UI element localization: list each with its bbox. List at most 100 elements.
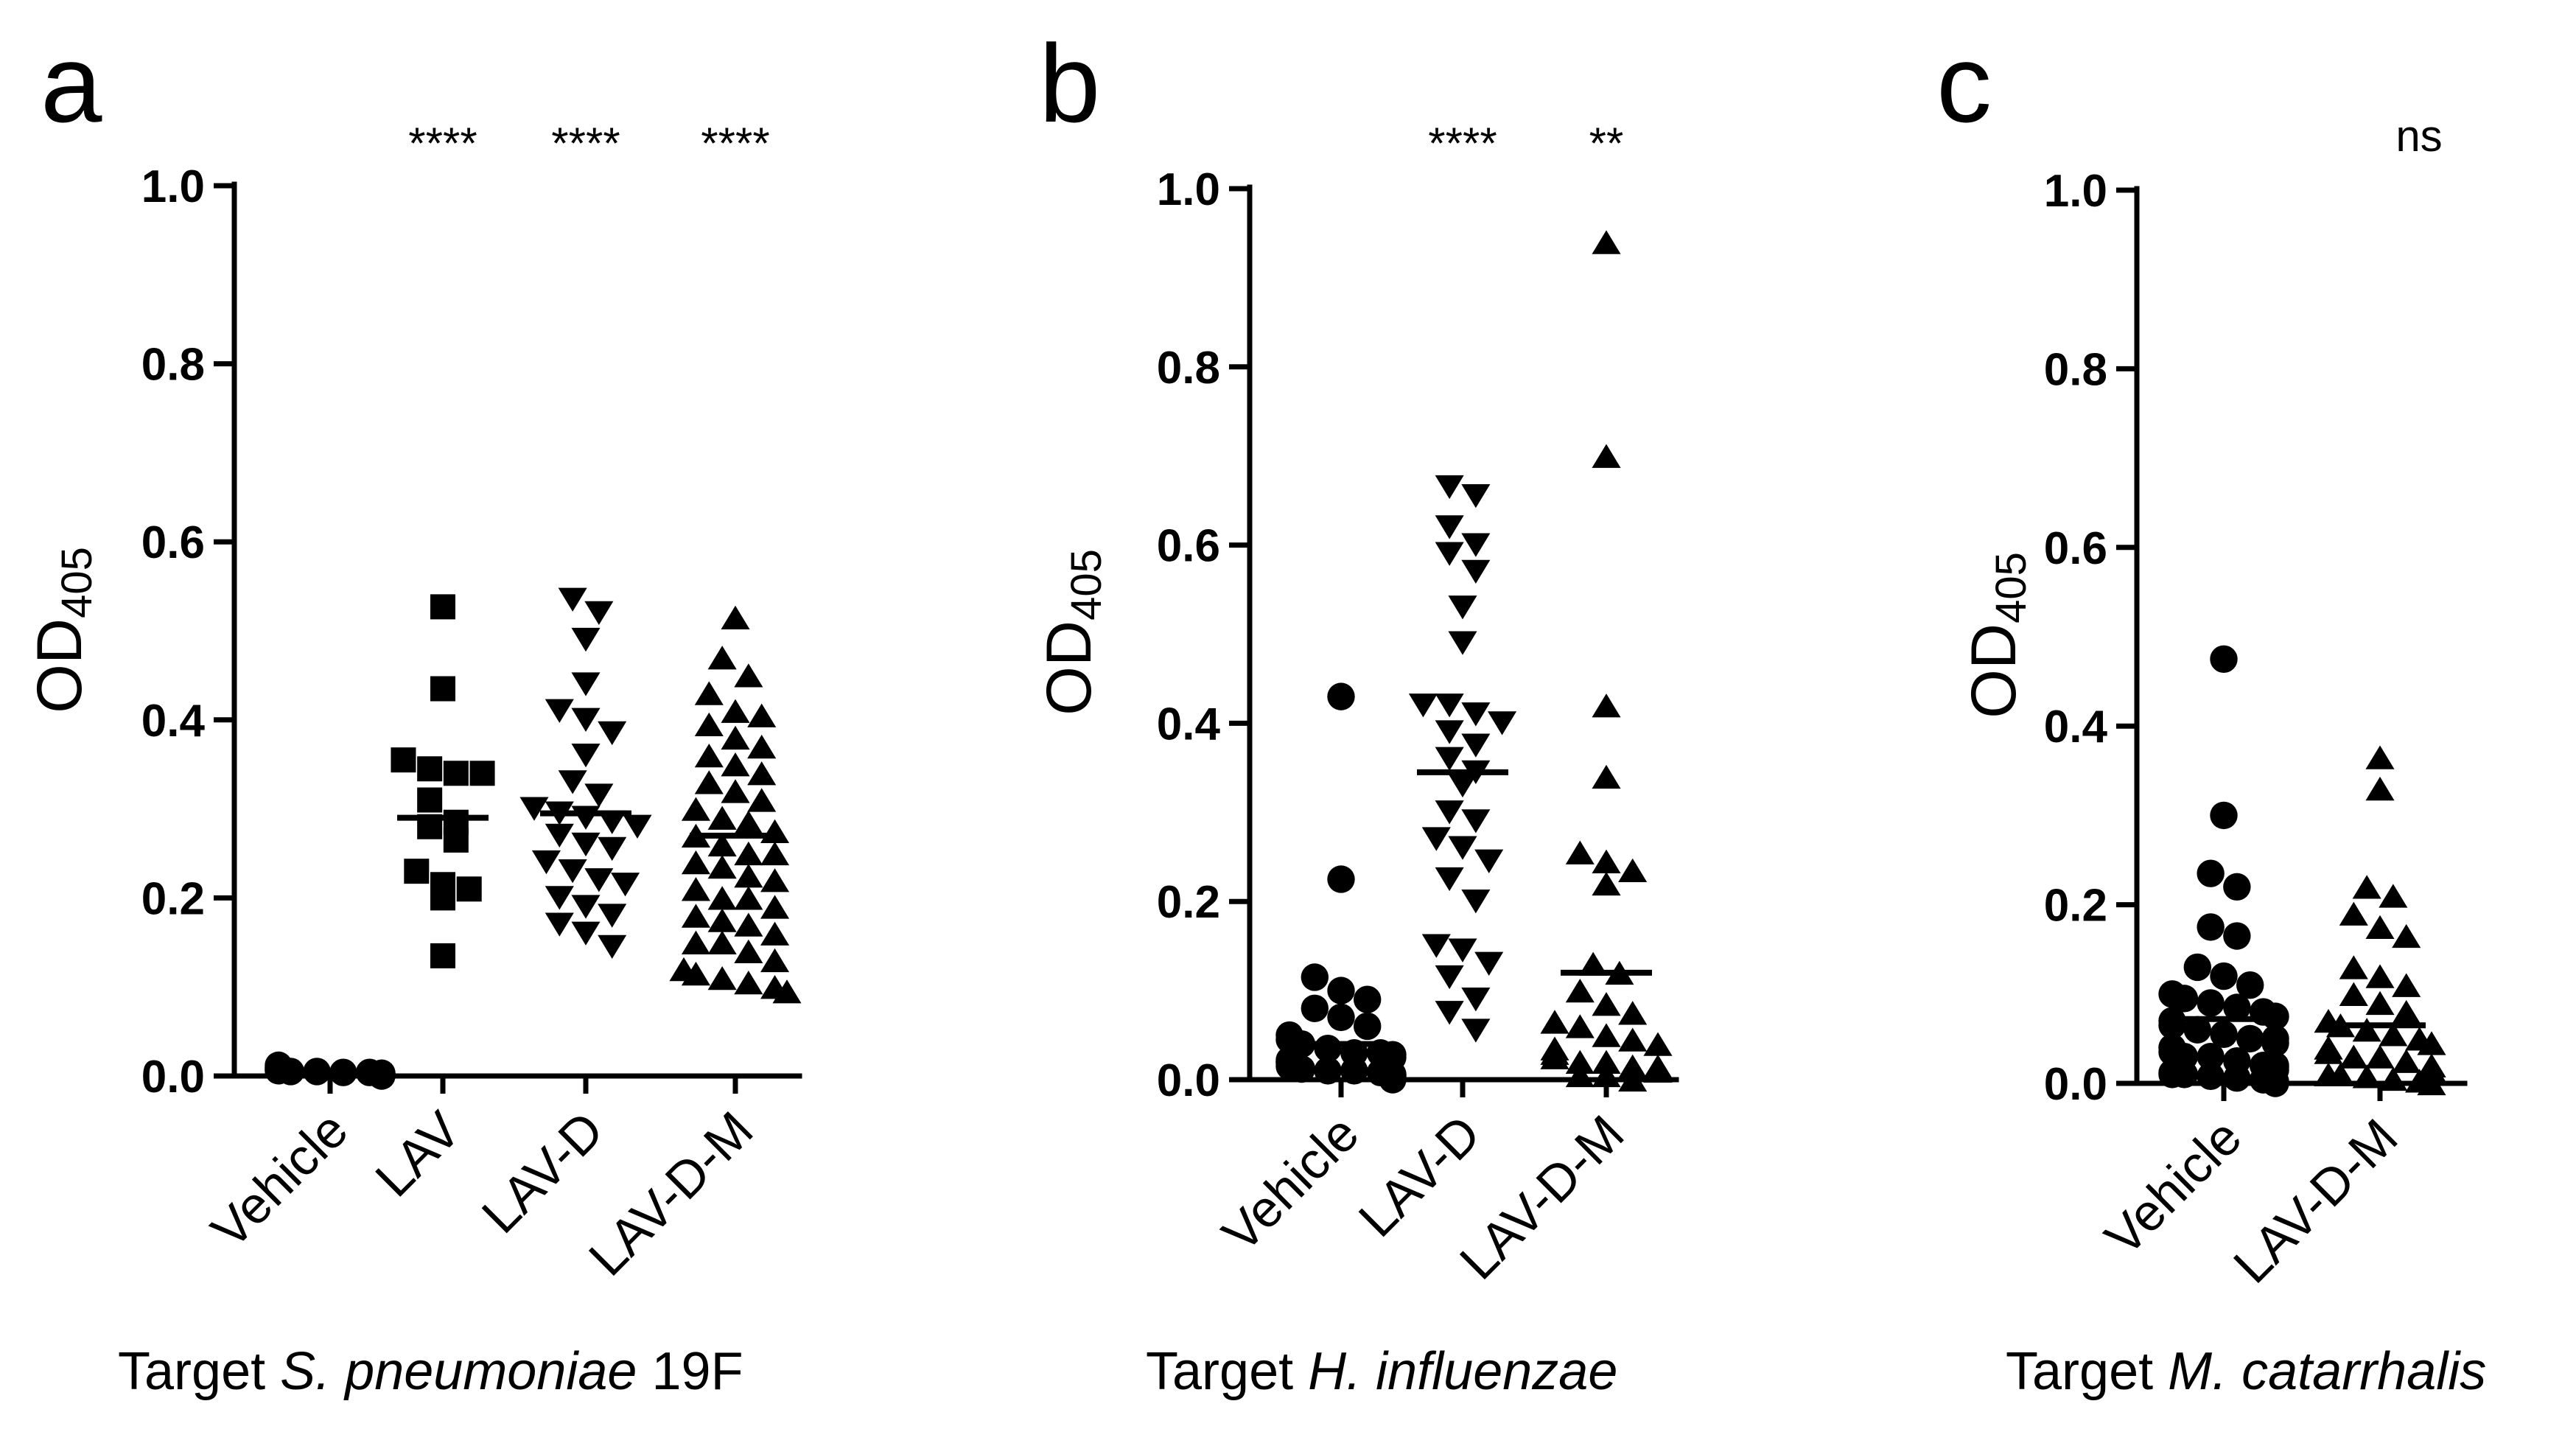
data-point (558, 587, 587, 612)
data-point (1592, 764, 1621, 789)
data-point (2223, 993, 2251, 1021)
data-point (734, 864, 763, 888)
data-point (2365, 1044, 2395, 1069)
data-point (707, 965, 737, 990)
data-point (1448, 631, 1477, 655)
data-point (2197, 1042, 2225, 1071)
data-point (1592, 992, 1621, 1016)
data-point (1435, 965, 1464, 990)
data-point (2197, 913, 2225, 941)
category-label: LAV-D-M (2222, 1108, 2408, 1293)
data-point (1540, 1010, 1569, 1034)
y-tick-label: 0.6 (141, 517, 205, 568)
data-point (2197, 859, 2225, 887)
data-point (1435, 800, 1464, 825)
y-axis-label: OD405 (1034, 549, 1110, 716)
data-point (2210, 1020, 2238, 1049)
data-point (1421, 827, 1451, 851)
data-point (1327, 976, 1355, 1005)
data-point (1314, 1057, 1342, 1085)
data-point (1618, 858, 1648, 883)
y-tick-label: 0.8 (2044, 344, 2107, 395)
data-point (747, 734, 777, 759)
data-point (2352, 1064, 2381, 1089)
data-point (1448, 773, 1477, 798)
y-axis-label: OD405 (1959, 552, 2035, 719)
data-point (721, 725, 750, 750)
data-point (1565, 1063, 1595, 1088)
data-point (545, 823, 574, 848)
data-point (707, 832, 737, 857)
data-point (1618, 1027, 1648, 1052)
data-point (1340, 1057, 1368, 1085)
data-point (456, 876, 482, 902)
y-tick-label: 0.0 (141, 1052, 205, 1103)
data-point (584, 868, 614, 892)
y-tick-label: 0.6 (1157, 521, 1220, 572)
data-point (2339, 901, 2368, 926)
data-point (1461, 733, 1491, 758)
data-point (1461, 483, 1491, 509)
data-point (1354, 985, 1382, 1013)
significance-label: ** (1589, 119, 1624, 168)
data-point (417, 787, 443, 813)
data-point (760, 948, 790, 973)
data-point (531, 850, 561, 875)
data-point (734, 939, 763, 964)
data-point (1565, 840, 1595, 864)
data-point (681, 961, 710, 986)
data-point (1435, 515, 1464, 539)
data-point (694, 681, 724, 705)
data-point (1327, 1003, 1355, 1032)
data-point (545, 699, 574, 723)
data-point (611, 873, 640, 897)
data-point (558, 770, 587, 794)
data-point (598, 836, 627, 862)
data-point (734, 841, 763, 866)
x-axis-title: Target M. catarrhalis (2006, 1342, 2486, 1401)
data-point (2261, 1002, 2289, 1030)
data-point (2223, 922, 2251, 950)
data-point (571, 832, 601, 857)
data-point (430, 943, 455, 968)
data-point (707, 646, 737, 670)
data-point (571, 806, 601, 830)
data-point (2365, 776, 2395, 801)
y-tick-label: 0.0 (2044, 1059, 2107, 1110)
data-point (417, 756, 443, 782)
data-point (1565, 1049, 1595, 1074)
data-point (443, 827, 469, 853)
data-point (2365, 964, 2395, 988)
data-point (1461, 702, 1491, 727)
data-point (571, 743, 601, 768)
data-point (1461, 533, 1491, 557)
x-axis-title: Target S. pneumoniae 19F (118, 1342, 743, 1401)
data-point (2183, 1016, 2211, 1044)
data-point (681, 797, 710, 821)
data-point (2417, 1058, 2446, 1082)
group-lav: LAV **** (365, 119, 495, 1207)
data-point (2379, 1022, 2408, 1047)
data-point (2392, 973, 2421, 997)
data-point (1565, 978, 1595, 1003)
data-point (368, 1062, 396, 1090)
data-point (1435, 542, 1464, 566)
data-point (681, 877, 710, 901)
data-point (747, 703, 777, 727)
data-point (1287, 1055, 1316, 1083)
data-point (391, 747, 416, 773)
group-vehicle: Vehicle (1211, 682, 1407, 1262)
data-point (1618, 1054, 1648, 1079)
data-point (707, 908, 737, 932)
data-point (2352, 875, 2381, 899)
group-vehicle: Vehicle (200, 1051, 396, 1259)
data-point (2223, 873, 2251, 901)
y-tick-label: 0.4 (141, 696, 206, 747)
data-point (584, 601, 614, 625)
data-point (1592, 1063, 1621, 1088)
data-point (1592, 444, 1621, 468)
data-point (2236, 1024, 2264, 1053)
data-point (694, 743, 724, 768)
category-label: Vehicle (1211, 1104, 1370, 1262)
data-point (2261, 1029, 2289, 1058)
